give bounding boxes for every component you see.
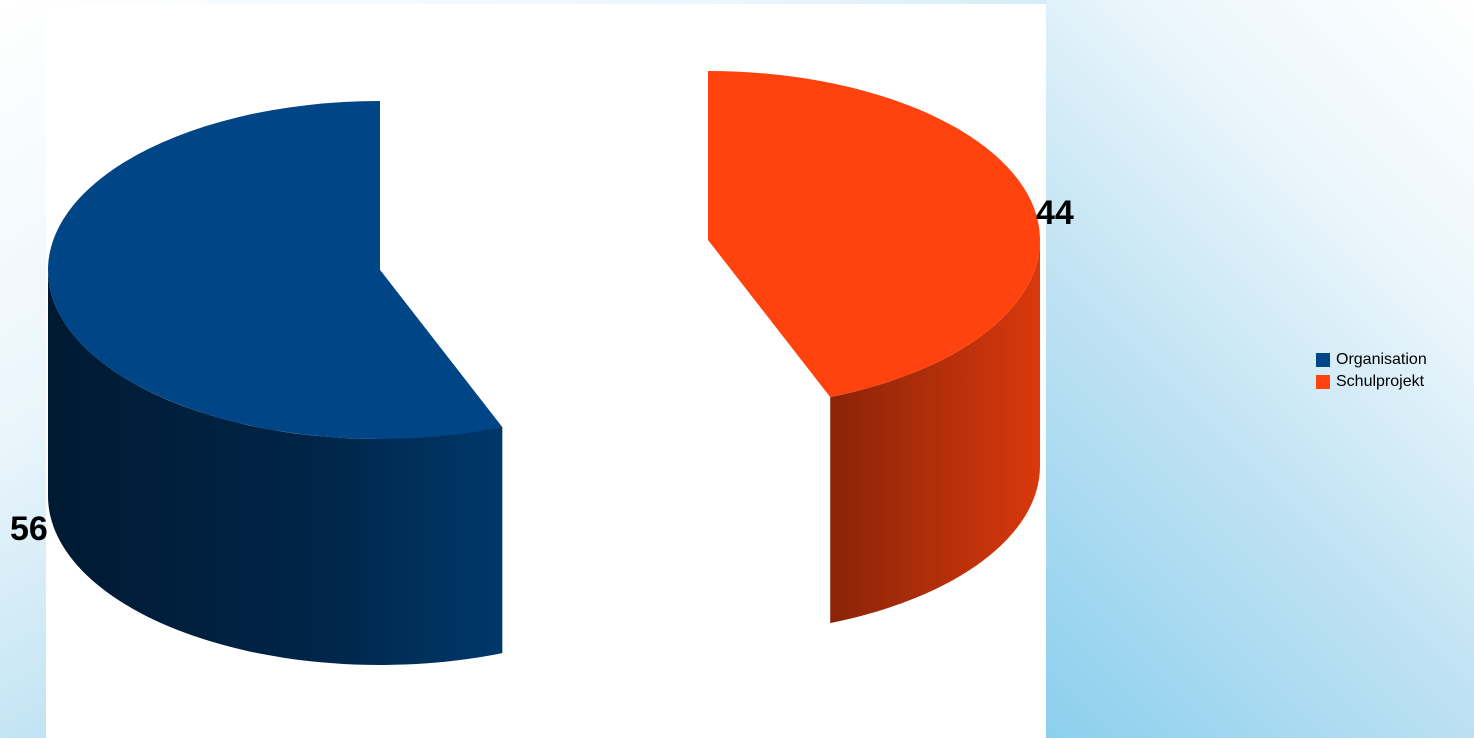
legend-item-organisation: Organisation <box>1316 349 1427 371</box>
data-label-schulprojekt: 44 <box>1036 194 1074 232</box>
background-panel <box>1046 0 1474 738</box>
legend-label-schulprojekt: Schulprojekt <box>1336 373 1425 390</box>
slice-schulprojekt <box>708 71 1041 624</box>
data-label-organisation: 56 <box>10 510 48 548</box>
slice-top-schulprojekt <box>708 71 1041 398</box>
legend: Organisation Schulprojekt <box>1316 349 1427 393</box>
slice-organisation <box>48 101 503 665</box>
legend-swatch-organisation <box>1316 353 1330 367</box>
legend-swatch-schulprojekt <box>1316 375 1330 389</box>
slice-side-schulprojekt <box>830 240 1040 624</box>
slice-side-organisation <box>48 270 503 665</box>
legend-label-organisation: Organisation <box>1336 351 1427 368</box>
legend-item-schulprojekt: Schulprojekt <box>1316 371 1427 393</box>
slice-top-organisation <box>48 101 503 439</box>
